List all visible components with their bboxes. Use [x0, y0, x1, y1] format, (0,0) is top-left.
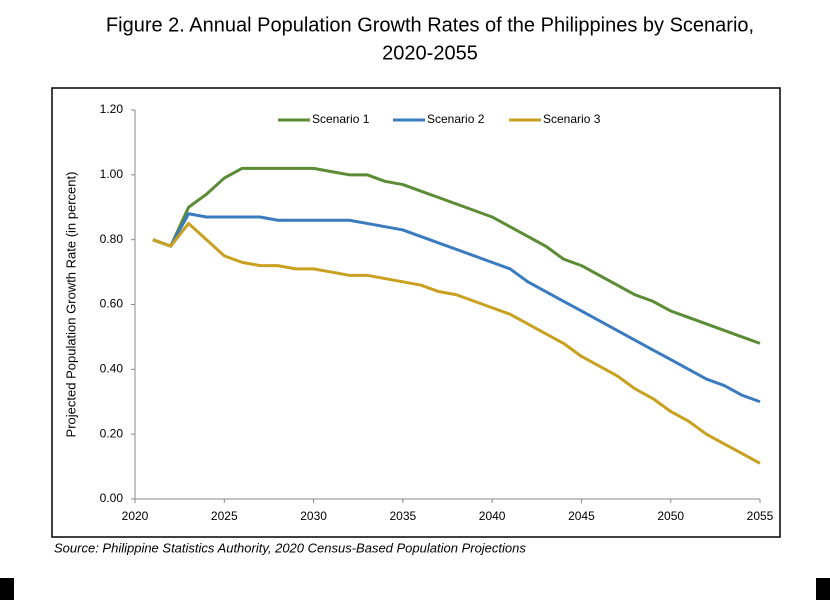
legend-label: Scenario 3	[543, 112, 601, 126]
y-tick-label: 0.20	[100, 426, 124, 440]
y-axis-label: Projected Population Growth Rate (in per…	[63, 172, 78, 438]
series-line	[152, 221, 761, 465]
legend-label: Scenario 2	[427, 112, 485, 126]
chart-title: 2020-2055	[382, 42, 478, 64]
y-tick-label: 1.20	[100, 102, 124, 116]
chart-title: Figure 2. Annual Population Growth Rates…	[106, 14, 754, 36]
series-line	[152, 166, 761, 345]
y-tick-label: 1.00	[100, 167, 124, 181]
series-line	[152, 212, 761, 404]
x-tick-label: 2050	[657, 509, 684, 523]
x-tick-label: 2025	[211, 509, 238, 523]
y-tick-label: 0.60	[100, 297, 124, 311]
y-tick-label: 0.00	[100, 491, 124, 505]
x-tick-label: 2055	[747, 509, 774, 523]
corner-mark	[0, 578, 14, 600]
x-tick-label: 2020	[122, 509, 149, 523]
source-note: Source: Philippine Statistics Authority,…	[54, 540, 526, 555]
x-tick-label: 2045	[568, 509, 595, 523]
y-tick-label: 0.40	[100, 362, 124, 376]
corner-mark	[816, 578, 830, 600]
x-tick-label: 2035	[390, 509, 417, 523]
chart-frame	[51, 87, 781, 538]
x-tick-label: 2030	[300, 509, 327, 523]
x-tick-label: 2040	[479, 509, 506, 523]
legend-label: Scenario 1	[312, 112, 370, 126]
y-tick-label: 0.80	[100, 232, 124, 246]
